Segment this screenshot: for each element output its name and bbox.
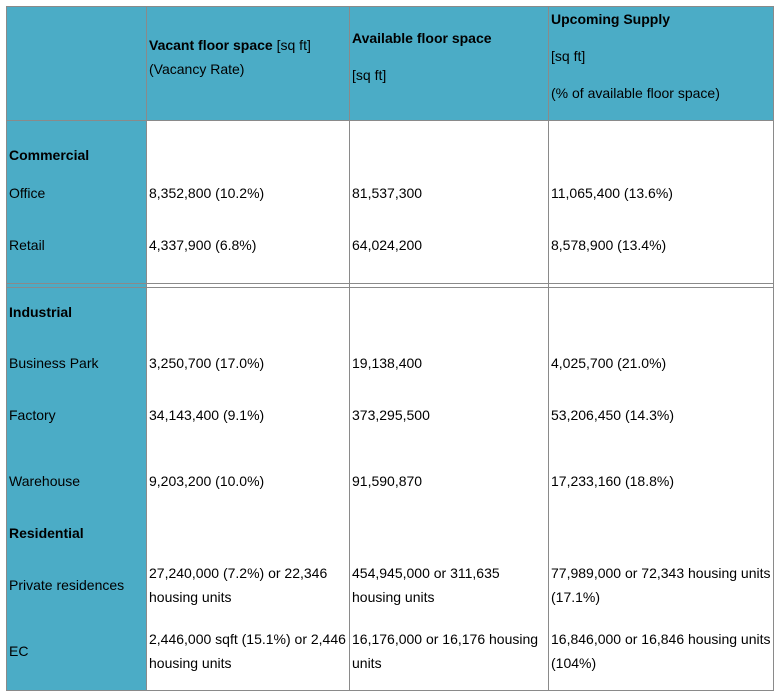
border [773,6,774,691]
header-title: Available floor space [352,30,492,46]
header-title: Vacant floor space [149,37,273,53]
cell: 4,337,900 (6.8%) [149,237,257,253]
label-column-bg [6,120,146,690]
cell: 27,240,000 (7.2%) or 22,346 housing unit… [149,565,328,605]
cell: 17,233,160 (18.8%) [551,473,674,489]
cell: 11,065,400 (13.6%) [551,185,673,201]
border [6,6,773,7]
cell: 16,176,000 or 16,176 housing units [352,631,539,671]
section-title: Commercial [9,147,90,163]
row-label: Office [9,185,46,201]
cell: 373,295,500 [352,407,430,423]
row-label: EC [9,643,29,659]
border [6,120,773,121]
cell: 77,989,000 or 72,343 housing units (17.1… [551,565,771,605]
cell: 81,537,300 [352,185,423,201]
border [6,283,773,284]
row-label: Private residences [9,577,125,593]
section-title: Residential [9,525,84,541]
border [6,690,773,691]
cell: 3,250,700 (17.0%) [149,355,265,371]
cell: 19,138,400 [352,355,423,371]
cell: 91,590,870 [352,473,423,489]
border [349,6,350,691]
cell: 53,206,450 (14.3%) [551,407,674,423]
cell: 8,352,800 (10.2%) [149,185,265,201]
cell: 2,446,000 sqft (15.1%) or 2,446 housing … [149,631,346,671]
border [6,6,7,691]
header-note: (% of available floor space) [551,85,720,101]
border [548,6,549,691]
header-unit: [sq ft] [551,48,586,64]
row-label: Business Park [9,355,99,371]
cell: 34,143,400 (9.1%) [149,407,265,423]
header-bg [6,6,773,120]
border [6,287,773,288]
row-label: Retail [9,237,45,253]
section-title: Industrial [9,304,73,320]
cell: 4,025,700 (21.0%) [551,355,667,371]
header-unit: [sq ft] [352,67,387,83]
header-title: Upcoming Supply [551,11,670,27]
cell: 16,846,000 or 16,846 housing units (104%… [551,631,771,671]
cell: 9,203,200 (10.0%) [149,473,265,489]
row-label: Warehouse [9,473,81,489]
header-note: (Vacancy Rate) [149,61,245,77]
header-unit: [sq ft] [276,37,311,53]
cell: 454,945,000 or 311,635 housing units [352,565,500,605]
cell: 64,024,200 [352,237,423,253]
cell: 8,578,900 (13.4%) [551,237,667,253]
row-label: Factory [9,407,56,423]
border [146,6,147,691]
